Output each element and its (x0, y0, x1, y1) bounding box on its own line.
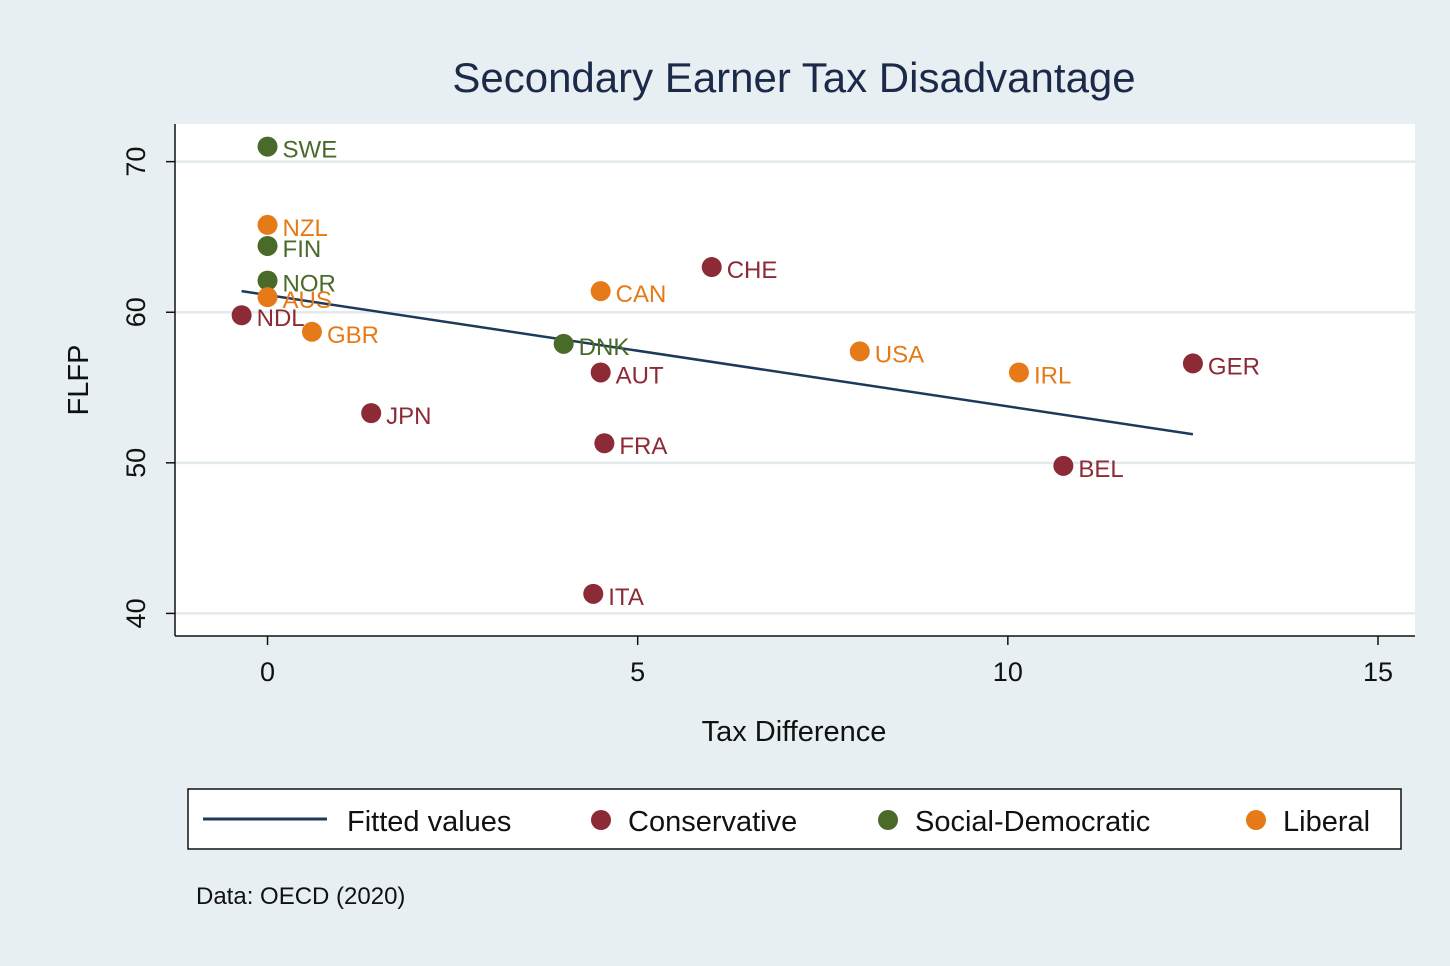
legend-swatch-social-democratic (878, 810, 898, 830)
point-ita (583, 583, 604, 604)
legend-label-liberal: Liberal (1283, 806, 1370, 838)
source-note: Data: OECD (2020) (196, 883, 405, 910)
point-bel (1053, 455, 1074, 476)
point-label-fra: FRA (619, 433, 667, 460)
y-axis-ticks: 40 50 60 70 (121, 147, 175, 628)
point-label-jpn: JPN (386, 403, 431, 430)
point-nzl (257, 214, 278, 235)
y-tick-label-70: 70 (121, 147, 151, 177)
point-label-nzl: NZL (283, 215, 328, 242)
legend-box (187, 788, 1402, 850)
plot-area (175, 124, 1415, 636)
point-label-ndl: NDL (257, 305, 305, 332)
point-label-dnk: DNK (579, 334, 630, 361)
x-tick-label-15: 15 (1363, 657, 1393, 687)
chart-title: Secondary Earner Tax Disadvantage (452, 54, 1135, 101)
point-label-ger: GER (1208, 353, 1260, 380)
point-ger (1182, 353, 1203, 374)
point-label-ita: ITA (608, 584, 644, 611)
point-label-can: CAN (616, 281, 667, 308)
legend-swatch-conservative (591, 810, 611, 830)
point-gbr (301, 321, 322, 342)
y-axis-title: FLFP (63, 345, 95, 416)
data-points: CHE NDL AUT GER JPN FRA BEL ITA SWE FIN NOR DNK NZL A… (231, 136, 1260, 611)
point-label-fin: FIN (283, 236, 322, 263)
legend-label-conservative: Conservative (628, 806, 797, 838)
legend-label-social-democratic: Social-Democratic (915, 806, 1150, 838)
fitted-line (241, 289, 1194, 436)
x-axis-ticks: 0 5 10 15 (260, 636, 1393, 687)
point-label-aut: AUT (616, 362, 664, 389)
y-tick-label-60: 60 (121, 297, 151, 327)
point-nor (257, 270, 278, 291)
point-label-nor: NOR (283, 271, 336, 298)
point-label-gbr: GBR (327, 322, 379, 349)
x-tick-label-0: 0 (260, 657, 275, 687)
y-tick-label-50: 50 (121, 448, 151, 478)
point-label-che: CHE (727, 257, 778, 284)
legend-label-fitted: Fitted values (347, 806, 511, 838)
point-che (701, 257, 722, 278)
point-can (590, 281, 611, 302)
point-label-usa: USA (875, 341, 924, 368)
point-label-aus: AUS (283, 287, 332, 314)
point-fin (257, 235, 278, 256)
axes (174, 124, 1415, 637)
point-swe (257, 136, 278, 157)
point-aut (590, 362, 611, 383)
x-axis-title: Tax Difference (702, 716, 887, 748)
point-usa (849, 341, 870, 362)
point-ndl (231, 305, 252, 326)
point-label-bel: BEL (1078, 456, 1123, 483)
point-aus (257, 287, 278, 308)
point-dnk (553, 333, 574, 354)
legend-swatch-liberal (1246, 810, 1266, 830)
y-tick-label-40: 40 (121, 598, 151, 628)
point-jpn (361, 403, 382, 424)
fitted-values-line (241, 289, 1194, 436)
point-fra (594, 433, 615, 454)
point-label-irl: IRL (1034, 362, 1071, 389)
point-label-swe: SWE (283, 137, 338, 164)
point-irl (1008, 362, 1029, 383)
x-tick-label-5: 5 (630, 657, 645, 687)
legend: Fitted values Conservative Social-Democr… (187, 788, 1402, 850)
x-tick-label-10: 10 (993, 657, 1023, 687)
